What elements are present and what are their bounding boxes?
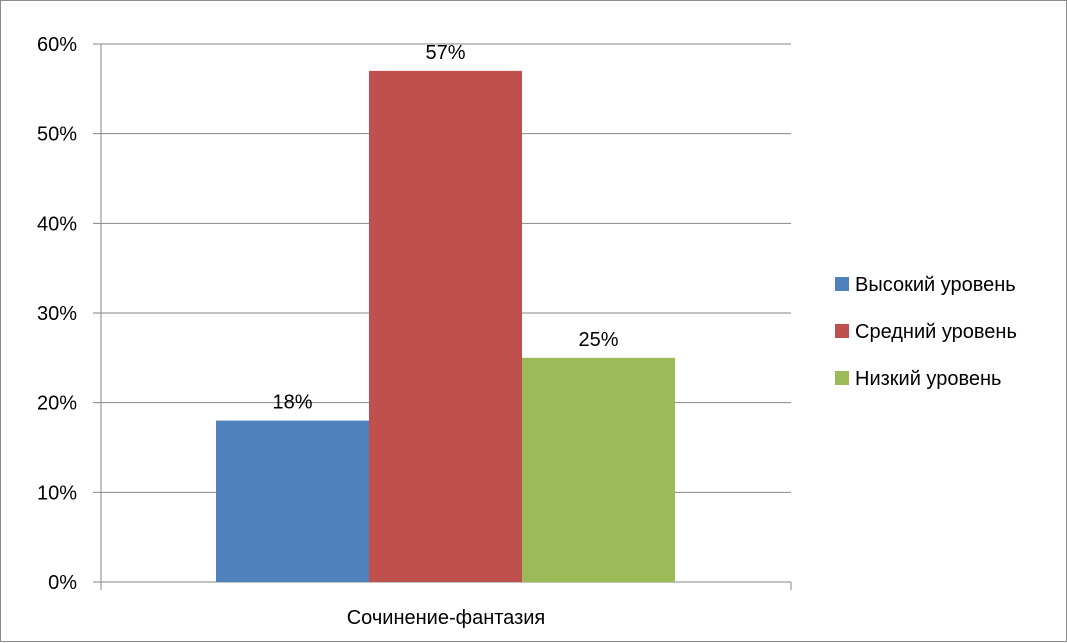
legend-swatch (835, 371, 849, 385)
legend-swatch (835, 324, 849, 338)
data-label: 18% (272, 392, 312, 414)
y-tick-label: 50% (37, 124, 77, 146)
x-category-label: Сочинение-фантазия (347, 607, 546, 629)
bar-высокий-уровень (216, 420, 369, 582)
legend-swatch (835, 277, 849, 291)
legend-label: Высокий уровень (855, 274, 1016, 296)
y-tick-label: 30% (37, 303, 77, 325)
legend-label: Средний уровень (855, 321, 1017, 343)
y-tick-label: 10% (37, 482, 77, 504)
bar-низкий-уровень (522, 357, 675, 582)
y-tick-label: 0% (48, 572, 77, 594)
legend-label: Низкий уровень (855, 368, 1001, 390)
data-label: 25% (578, 329, 618, 351)
y-tick-label: 40% (37, 213, 77, 235)
y-tick-label: 20% (37, 393, 77, 415)
y-tick-label: 60% (37, 34, 77, 56)
data-label: 57% (425, 42, 465, 64)
bar-средний-уровень (369, 70, 522, 583)
